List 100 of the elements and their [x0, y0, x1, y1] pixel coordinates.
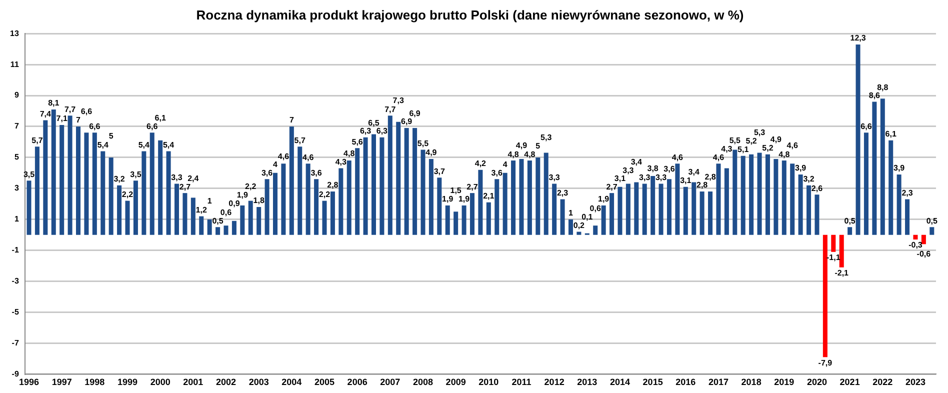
- bar: [782, 160, 786, 235]
- data-label: 3,2: [803, 174, 815, 184]
- data-label: -0,3: [908, 240, 923, 250]
- bar: [650, 176, 656, 235]
- y-tick-label: -3: [12, 276, 20, 286]
- data-label: 4,6: [712, 152, 725, 162]
- bar: [437, 178, 442, 235]
- y-tick-label: -5: [12, 307, 20, 316]
- bar: [814, 194, 820, 235]
- data-label: 4,3: [721, 144, 733, 154]
- bar: [896, 174, 902, 235]
- bar: [872, 102, 877, 235]
- bar: [601, 205, 606, 235]
- data-label: 0,5: [212, 216, 224, 226]
- data-label: 3,3: [639, 172, 651, 182]
- x-tick-label: 2012: [544, 377, 564, 388]
- bar: [593, 226, 598, 235]
- bar: [240, 205, 245, 235]
- bar: [666, 179, 672, 235]
- x-tick-label: 2004: [282, 377, 302, 388]
- bar: [462, 205, 466, 235]
- data-label: 3,6: [310, 168, 322, 178]
- bar: [839, 234, 844, 268]
- bar: [560, 199, 565, 235]
- bar: [248, 200, 253, 235]
- bar: [822, 234, 828, 358]
- bar: [142, 151, 146, 235]
- bar: [544, 152, 548, 235]
- bar: [68, 116, 72, 235]
- data-label: 3,5: [130, 170, 142, 179]
- bar: [445, 205, 450, 235]
- bar: [683, 186, 688, 235]
- x-tick-label: 2017: [708, 377, 728, 388]
- data-label: 3,6: [664, 164, 676, 174]
- data-label: 7,7: [384, 104, 396, 114]
- data-label: 5,3: [540, 133, 552, 142]
- bar: [190, 198, 196, 235]
- bar: [420, 150, 426, 235]
- bar: [125, 200, 130, 235]
- data-label: 1,9: [458, 194, 470, 204]
- bar: [692, 182, 696, 235]
- bar: [921, 234, 926, 244]
- data-label: 0,5: [844, 216, 856, 226]
- data-label: 1,9: [442, 194, 454, 204]
- data-label: 2,3: [556, 188, 569, 198]
- data-label: 5,4: [162, 140, 175, 150]
- data-label: 0,1: [582, 212, 594, 222]
- data-label: 2,2: [245, 182, 257, 192]
- bar: [740, 156, 746, 235]
- data-label: 4,8: [778, 150, 790, 159]
- bar: [338, 168, 344, 235]
- x-tick-label: 2002: [216, 377, 236, 388]
- data-label: 3,2: [114, 174, 126, 184]
- data-label: 5,2: [762, 144, 774, 153]
- data-label: 7,4: [40, 110, 52, 118]
- bar: [363, 137, 368, 235]
- bar: [174, 184, 180, 235]
- bar: [527, 160, 532, 235]
- bar: [412, 128, 418, 235]
- data-label: 3,3: [171, 172, 183, 182]
- bar: [716, 164, 721, 235]
- data-label: 4,9: [770, 135, 782, 144]
- bar: [166, 151, 171, 235]
- bar: [724, 168, 729, 235]
- data-label: 2,8: [327, 180, 339, 190]
- data-label: 7: [76, 116, 82, 125]
- data-label: 4: [273, 160, 278, 170]
- bar: [749, 154, 754, 235]
- bar: [314, 179, 319, 235]
- bar: [396, 122, 401, 235]
- bar: [117, 185, 122, 235]
- bar: [84, 132, 89, 235]
- bar: [658, 184, 664, 235]
- x-tick-label: 2018: [741, 377, 762, 388]
- bar: [224, 226, 228, 235]
- data-label: 6,6: [80, 106, 93, 116]
- data-label: 5,4: [97, 140, 109, 150]
- data-label: 6,6: [89, 122, 101, 131]
- data-label: 4,9: [426, 148, 438, 158]
- bar: [610, 193, 614, 235]
- bar: [732, 150, 738, 235]
- data-label: 3,3: [655, 172, 668, 182]
- bar: [388, 116, 392, 235]
- x-tick-label: 2000: [150, 377, 170, 388]
- y-tick-label: 1: [14, 214, 20, 224]
- data-label: 3,8: [647, 164, 659, 174]
- bar: [158, 140, 163, 235]
- data-label: 3,9: [894, 164, 906, 173]
- x-tick-label: 2009: [446, 377, 466, 388]
- data-label: 2,1: [483, 192, 495, 201]
- bar: [856, 44, 860, 235]
- bar: [100, 151, 106, 235]
- data-label: 4,9: [516, 141, 528, 150]
- data-label: 2,6: [811, 184, 824, 193]
- y-tick-label: 5: [14, 152, 20, 162]
- data-label: 4,2: [474, 159, 487, 168]
- chart-title: Roczna dynamika produkt krajowego brutto Polski (dane niewyrównane sezonowo, w %): [196, 7, 744, 22]
- bar: [864, 132, 868, 235]
- bar: [404, 128, 409, 235]
- data-label: 2,2: [122, 190, 134, 200]
